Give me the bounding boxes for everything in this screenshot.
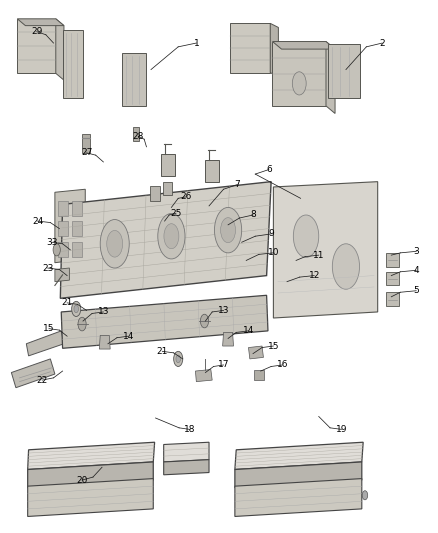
Bar bbox=[72, 200, 81, 216]
Bar bbox=[72, 241, 81, 257]
Polygon shape bbox=[272, 42, 326, 106]
Circle shape bbox=[107, 230, 123, 257]
Bar bbox=[162, 155, 175, 175]
Polygon shape bbox=[223, 333, 233, 346]
Text: 3: 3 bbox=[413, 247, 419, 256]
Text: 13: 13 bbox=[98, 308, 109, 317]
Text: 7: 7 bbox=[234, 180, 240, 189]
Bar bbox=[205, 160, 219, 182]
Polygon shape bbox=[28, 442, 155, 470]
Text: 10: 10 bbox=[268, 248, 279, 257]
Polygon shape bbox=[56, 19, 64, 80]
Text: 25: 25 bbox=[170, 209, 182, 218]
Text: 4: 4 bbox=[413, 266, 419, 275]
Circle shape bbox=[74, 305, 78, 313]
Bar bbox=[58, 241, 68, 257]
Text: 14: 14 bbox=[123, 332, 134, 341]
Polygon shape bbox=[55, 268, 69, 281]
Text: 26: 26 bbox=[180, 192, 192, 201]
Circle shape bbox=[173, 351, 183, 367]
Text: 21: 21 bbox=[157, 347, 168, 356]
Text: 15: 15 bbox=[43, 324, 55, 333]
Circle shape bbox=[221, 217, 236, 243]
Text: 17: 17 bbox=[218, 360, 229, 369]
Text: 28: 28 bbox=[133, 132, 144, 141]
Circle shape bbox=[78, 317, 86, 331]
Polygon shape bbox=[270, 23, 279, 77]
Text: 18: 18 bbox=[184, 425, 195, 434]
Circle shape bbox=[164, 224, 179, 249]
Text: 16: 16 bbox=[277, 360, 288, 369]
Polygon shape bbox=[273, 182, 378, 318]
Text: 27: 27 bbox=[81, 148, 92, 157]
Polygon shape bbox=[235, 479, 362, 516]
Circle shape bbox=[362, 491, 367, 500]
Polygon shape bbox=[235, 462, 362, 488]
Text: 15: 15 bbox=[268, 342, 279, 351]
Bar bbox=[58, 200, 68, 216]
Circle shape bbox=[100, 220, 129, 268]
Polygon shape bbox=[55, 189, 85, 263]
Polygon shape bbox=[17, 19, 64, 26]
Circle shape bbox=[292, 72, 306, 95]
Text: 5: 5 bbox=[413, 286, 419, 295]
Bar bbox=[163, 182, 172, 195]
Text: 19: 19 bbox=[336, 425, 347, 434]
Polygon shape bbox=[326, 42, 335, 114]
Bar bbox=[133, 127, 139, 141]
Bar bbox=[150, 186, 160, 201]
Text: 14: 14 bbox=[243, 326, 254, 335]
Bar bbox=[386, 272, 399, 286]
Polygon shape bbox=[60, 182, 271, 298]
Text: 8: 8 bbox=[250, 211, 256, 220]
Text: 20: 20 bbox=[76, 475, 88, 484]
Bar bbox=[386, 292, 399, 306]
Polygon shape bbox=[164, 442, 209, 462]
Circle shape bbox=[53, 244, 60, 256]
Polygon shape bbox=[328, 44, 360, 99]
Text: 22: 22 bbox=[36, 376, 48, 385]
Bar bbox=[386, 253, 399, 266]
Circle shape bbox=[332, 244, 360, 289]
Text: 24: 24 bbox=[32, 216, 43, 225]
Text: 29: 29 bbox=[31, 27, 42, 36]
Text: 12: 12 bbox=[308, 271, 320, 280]
Polygon shape bbox=[61, 295, 268, 348]
Polygon shape bbox=[164, 459, 209, 475]
Text: 9: 9 bbox=[268, 229, 274, 238]
Circle shape bbox=[176, 355, 180, 362]
Polygon shape bbox=[26, 331, 64, 356]
Polygon shape bbox=[28, 479, 153, 516]
Polygon shape bbox=[235, 442, 363, 470]
Circle shape bbox=[293, 215, 319, 257]
Circle shape bbox=[72, 301, 81, 317]
Text: 2: 2 bbox=[379, 38, 385, 47]
Polygon shape bbox=[99, 335, 110, 349]
Circle shape bbox=[158, 214, 185, 259]
Bar bbox=[254, 369, 265, 380]
Bar bbox=[58, 221, 68, 236]
Circle shape bbox=[201, 314, 208, 328]
Circle shape bbox=[215, 207, 242, 253]
Text: 33: 33 bbox=[46, 238, 58, 247]
Text: 6: 6 bbox=[266, 165, 272, 174]
Bar bbox=[72, 221, 81, 236]
Text: 21: 21 bbox=[61, 298, 73, 308]
Polygon shape bbox=[121, 53, 146, 106]
Polygon shape bbox=[17, 19, 56, 74]
Polygon shape bbox=[195, 369, 212, 382]
Polygon shape bbox=[272, 42, 335, 49]
Text: 13: 13 bbox=[218, 306, 229, 315]
Text: 11: 11 bbox=[313, 251, 325, 260]
Polygon shape bbox=[11, 359, 55, 387]
Polygon shape bbox=[248, 346, 263, 359]
Text: 1: 1 bbox=[194, 38, 199, 47]
Polygon shape bbox=[230, 23, 270, 72]
Polygon shape bbox=[63, 30, 83, 99]
Polygon shape bbox=[28, 462, 153, 488]
Bar bbox=[82, 134, 90, 153]
Text: 23: 23 bbox=[42, 263, 53, 272]
